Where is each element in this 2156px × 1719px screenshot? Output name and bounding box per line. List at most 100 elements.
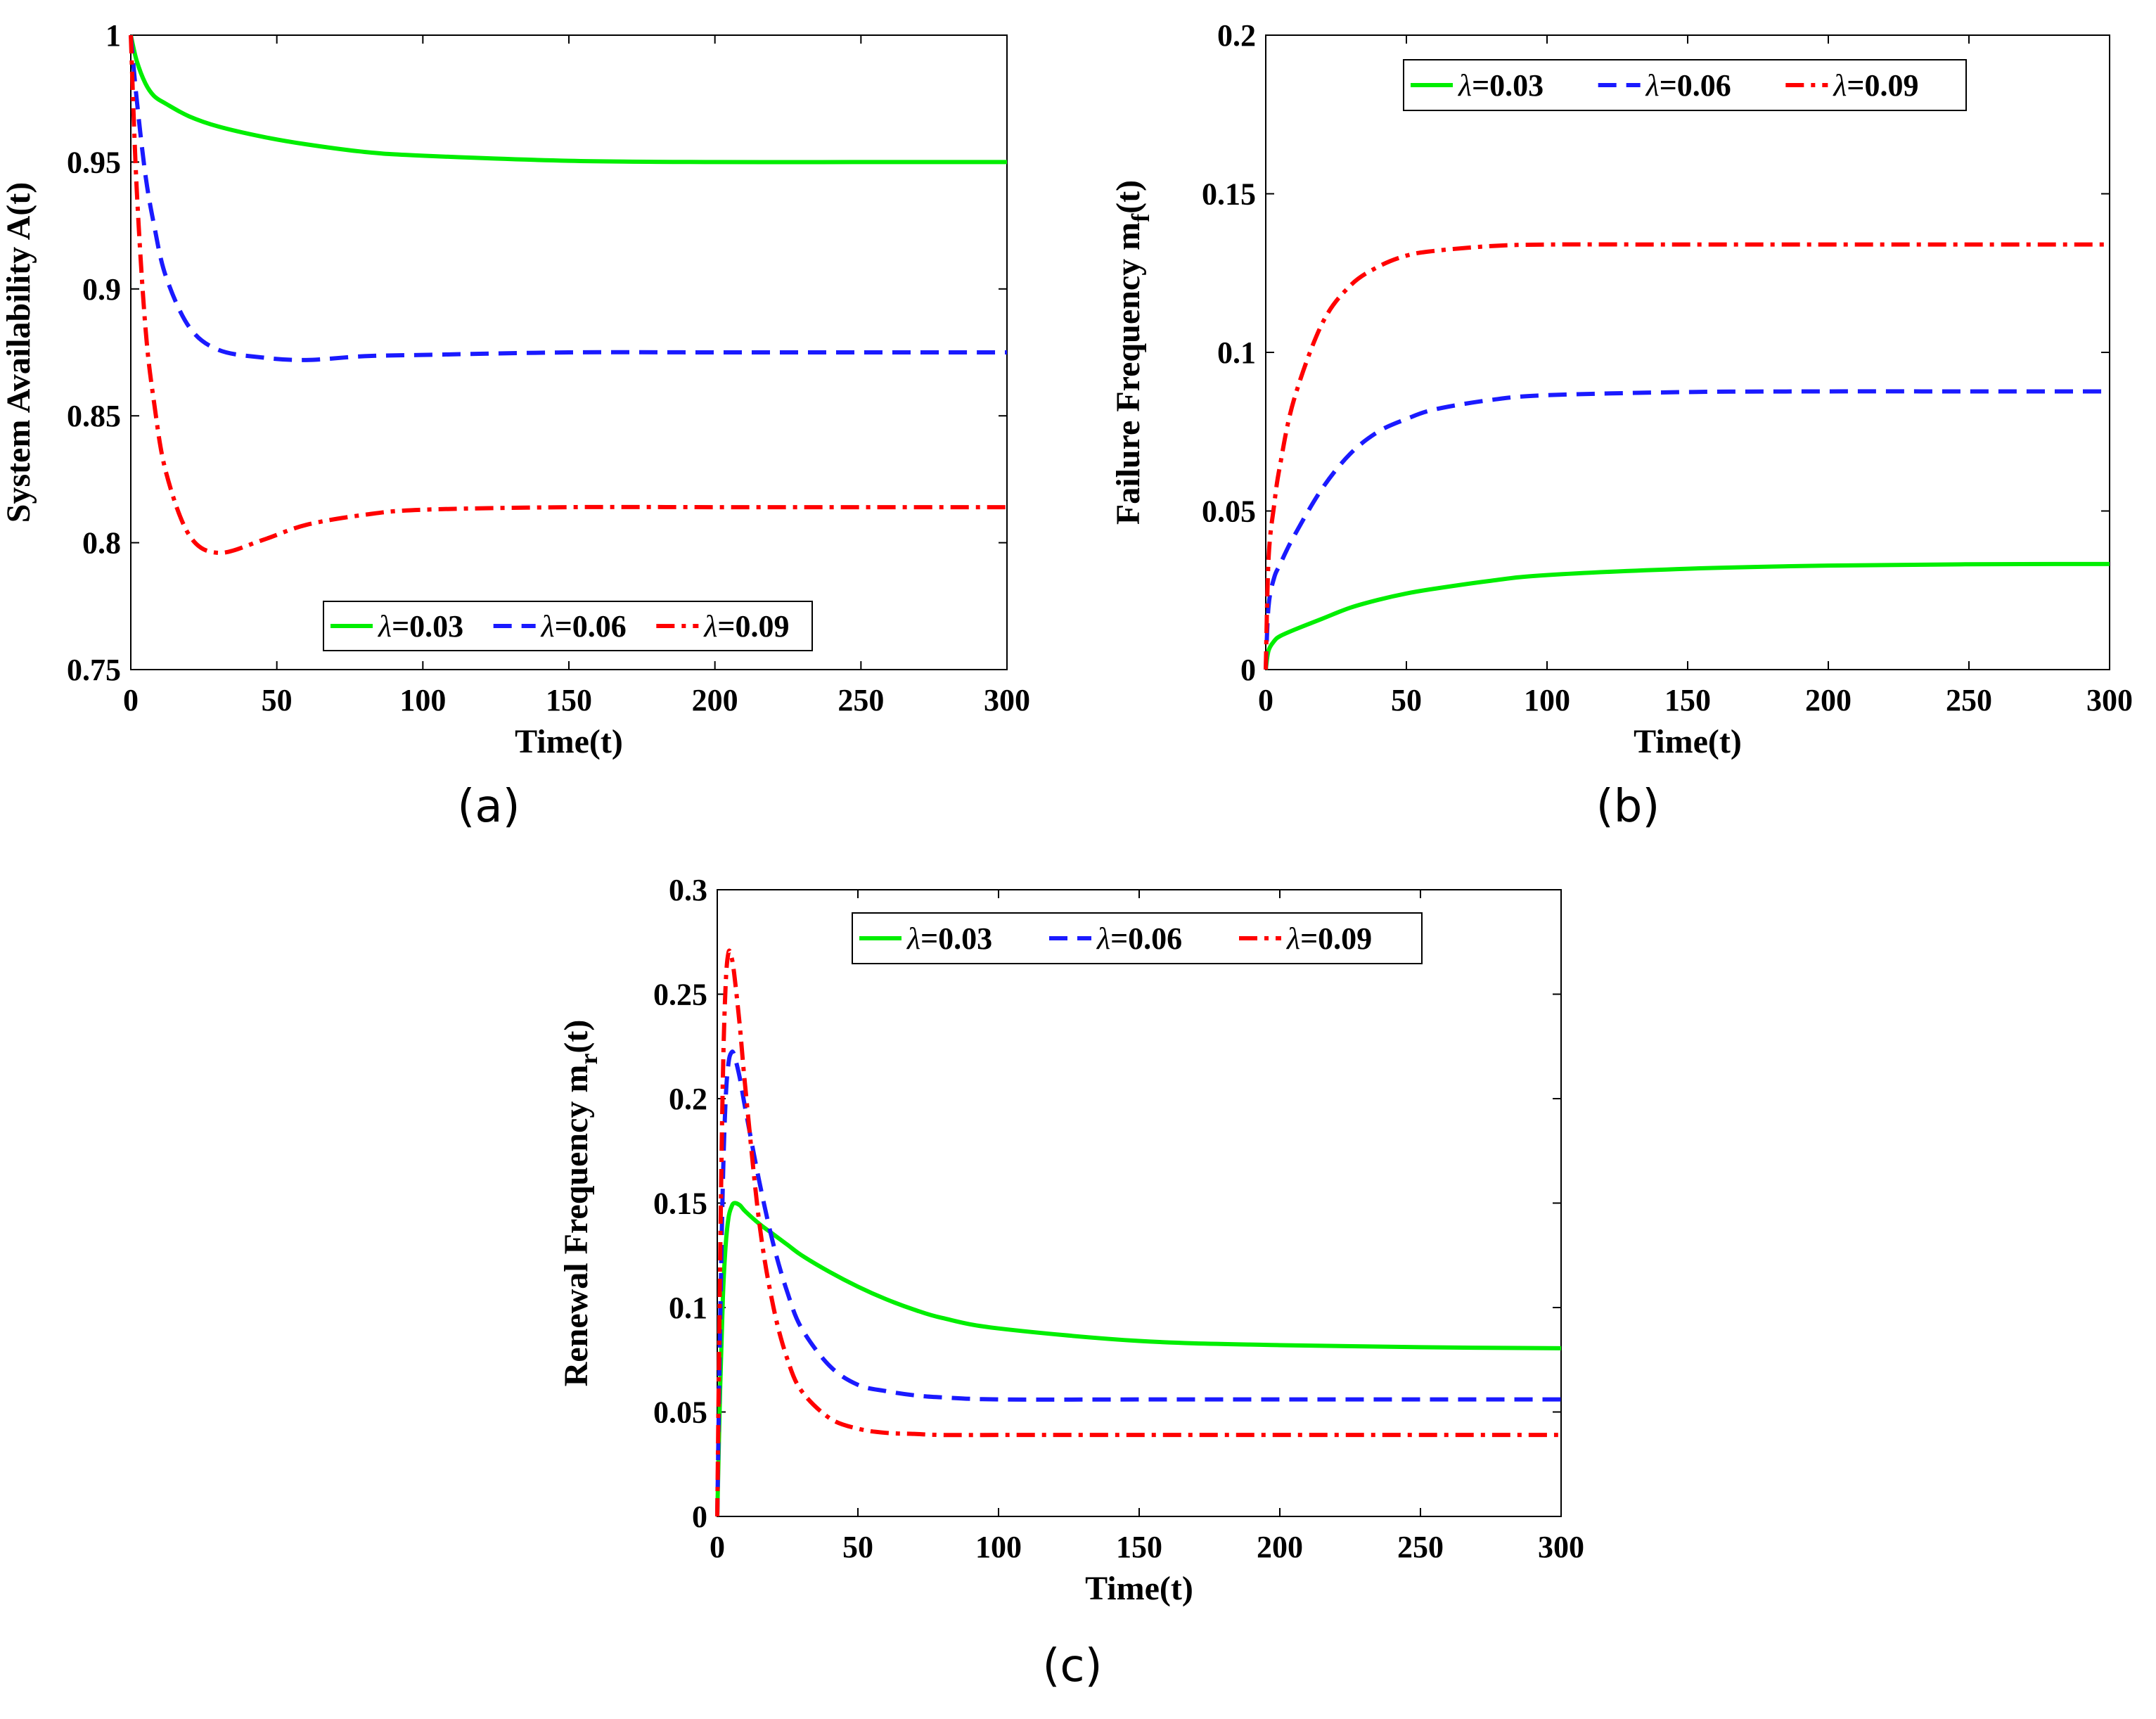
series-line-1: [1264, 561, 2110, 670]
legend-entry-1: λ=0.03: [1457, 68, 1544, 103]
x-tick-label: 0: [710, 1530, 725, 1564]
legend-symbol: λ: [540, 609, 555, 644]
legend-box: [1403, 59, 1967, 111]
y-axis-label-main: System Availability A(t): [0, 182, 37, 523]
y-axis-label-main: Renewal Frequency m: [558, 1065, 595, 1387]
legend-value: =0.06: [555, 609, 627, 644]
legend-value: =0.09: [1847, 68, 1918, 103]
legend-entry-2: λ=0.06: [540, 609, 627, 644]
plot-frame: [1265, 34, 2110, 670]
x-tick-label: 200: [1257, 1530, 1303, 1564]
x-tick-label: 150: [1664, 683, 1711, 717]
y-tick-label: 0.1: [669, 1291, 707, 1325]
y-axis-label: Renewal Frequency mr(t): [558, 1020, 603, 1387]
y-tick-label: 1: [105, 18, 121, 53]
panel-caption: (c): [1042, 1640, 1102, 1692]
legend-symbol: λ: [1832, 68, 1847, 103]
x-tick-label: 0: [123, 683, 139, 717]
y-axis-label-main: Failure Frequency m: [1110, 222, 1147, 525]
y-axis-label-subscript: r: [575, 1054, 603, 1065]
series-line-3: [129, 34, 1007, 556]
y-tick-label: 0.15: [653, 1187, 707, 1221]
legend-entry-1: λ=0.03: [906, 921, 992, 956]
y-axis-label-suffix: (t): [558, 1020, 595, 1054]
chart-panel-b: 0 50 100 150 200 250 300 0 0.05 0.1 0.15 0.2 Time(t)…: [1110, 18, 2133, 833]
x-tick-label: 250: [1946, 683, 1992, 717]
y-tick-label: 0.3: [669, 873, 707, 907]
legend-symbol: λ: [377, 609, 392, 644]
legend-entry-3: λ=0.09: [1832, 68, 1918, 103]
series-line-1: [129, 34, 1007, 165]
x-tick-label: 50: [842, 1530, 873, 1564]
y-tick-label: 0.15: [1202, 177, 1256, 212]
x-tick-label: 0: [1258, 683, 1273, 717]
y-axis-label: Failure Frequency mf(t): [1110, 180, 1155, 525]
chart-panel-a: 0 50 100 150 200 250 300 0.75 0.8 0.85 0.9 0.95 1 Tim…: [0, 18, 1030, 833]
panel-caption: (a): [457, 781, 520, 833]
legend-symbol: λ: [1645, 68, 1660, 103]
y-tick-label: 0.95: [67, 145, 121, 179]
x-axis-label: Time(t): [1085, 1570, 1193, 1607]
x-tick-label: 200: [1805, 683, 1852, 717]
x-tick-label: 150: [546, 683, 592, 717]
plot-frame: [717, 889, 1562, 1517]
legend-symbol: λ: [1096, 921, 1110, 956]
series-line-1: [715, 1201, 1562, 1517]
y-tick-label: 0.2: [669, 1082, 707, 1116]
legend-value: =0.03: [920, 921, 992, 956]
legend-symbol: λ: [1285, 921, 1300, 956]
legend-entry-2: λ=0.06: [1096, 921, 1182, 956]
legend-entry-3: λ=0.09: [1285, 921, 1372, 956]
legend-entry-2: λ=0.06: [1645, 68, 1731, 103]
legend-value: =0.03: [392, 609, 463, 644]
y-tick-label: 0.1: [1217, 336, 1256, 370]
x-tick-label: 250: [838, 683, 884, 717]
y-tick-label: 0.8: [82, 526, 121, 561]
x-tick-label: 250: [1397, 1530, 1444, 1564]
panel-caption: (b): [1596, 781, 1660, 833]
y-tick-label: 0: [692, 1500, 707, 1534]
y-tick-label: 0.85: [67, 399, 121, 433]
legend: λ=0.03 λ=0.06 λ=0.09: [1403, 59, 1967, 111]
legend-symbol: λ: [906, 921, 920, 956]
legend: λ=0.03 λ=0.06 λ=0.09: [852, 912, 1423, 964]
y-tick-label: 0.05: [1202, 494, 1256, 529]
x-tick-label: 100: [975, 1530, 1022, 1564]
x-tick-label: 200: [692, 683, 738, 717]
series-line-3: [715, 948, 1561, 1517]
x-tick-label: 150: [1116, 1530, 1162, 1564]
legend-value: =0.09: [717, 609, 789, 644]
legend-symbol: λ: [1457, 68, 1472, 103]
x-tick-label: 100: [1524, 683, 1570, 717]
legend-symbol: λ: [702, 609, 717, 644]
series-line-2: [129, 34, 1007, 362]
legend-box: [852, 912, 1423, 964]
legend-value: =0.06: [1110, 921, 1182, 956]
x-tick-label: 300: [984, 683, 1030, 717]
x-tick-label: 50: [1391, 683, 1422, 717]
x-axis-label: Time(t): [515, 723, 623, 760]
y-axis-label: System Availability A(t): [0, 182, 37, 523]
y-tick-label: 0.25: [653, 978, 707, 1012]
y-tick-label: 0: [1240, 653, 1256, 687]
y-tick-label: 0.05: [653, 1395, 707, 1430]
x-tick-label: 50: [262, 683, 293, 717]
x-tick-label: 100: [399, 683, 446, 717]
y-tick-label: 0.75: [67, 653, 121, 687]
legend-entry-1: λ=0.03: [377, 609, 463, 644]
legend-entry-3: λ=0.09: [702, 609, 789, 644]
series-line-3: [1264, 242, 2110, 670]
x-axis-label: Time(t): [1634, 723, 1742, 760]
y-axis-label-subscript: f: [1127, 213, 1155, 222]
chart-panel-c: 0 50 100 150 200 250 300 0 0.05 0.1 0.15 0.2 0.25 0.3…: [558, 873, 1584, 1692]
legend-box: [323, 601, 813, 651]
x-tick-label: 300: [1538, 1530, 1584, 1564]
y-tick-label: 0.9: [82, 272, 121, 307]
legend-value: =0.03: [1472, 68, 1544, 103]
legend-value: =0.09: [1300, 921, 1372, 956]
legend: λ=0.03 λ=0.06 λ=0.09: [323, 601, 813, 651]
x-tick-label: 300: [2086, 683, 2133, 717]
series-line-2: [715, 1049, 1561, 1517]
y-axis-label-suffix: (t): [1110, 180, 1147, 214]
